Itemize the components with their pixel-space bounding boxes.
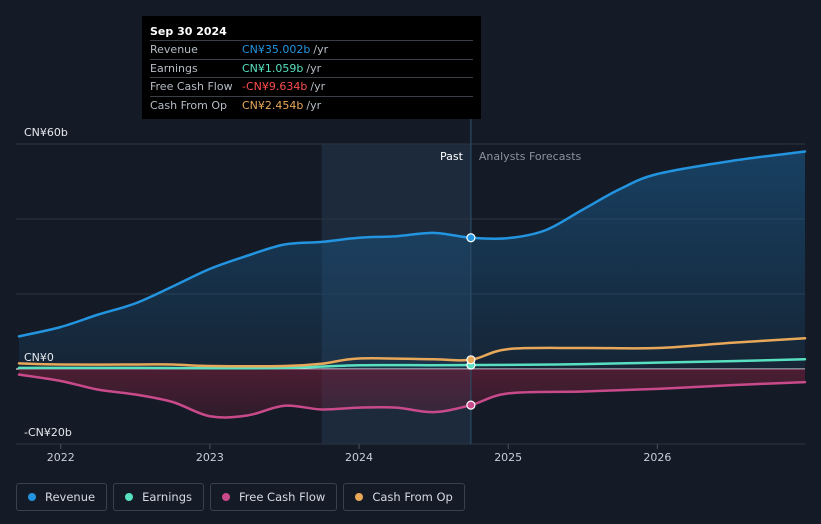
series-lines: [17, 150, 807, 419]
x-tick-label: 2022: [47, 451, 75, 464]
legend-item-free-cash-flow[interactable]: Free Cash Flow: [210, 483, 338, 511]
free-cash-flow-marker: [466, 400, 476, 410]
cash-from-op-line: [17, 337, 807, 368]
revenue-marker: [466, 233, 476, 243]
series-areas: [18, 151, 806, 418]
x-tick-label: 2026: [643, 451, 671, 464]
x-tick-label: 2023: [196, 451, 224, 464]
legend-dot-icon: [355, 493, 364, 501]
legend-item-revenue[interactable]: Revenue: [16, 483, 108, 511]
tooltip-row-revenue: Revenue CN¥35.002b /yr: [150, 40, 473, 59]
y-tick-label: CN¥0: [24, 351, 54, 364]
tooltip-value: CN¥1.059b: [242, 61, 304, 75]
tooltip-value: -CN¥9.634b: [242, 80, 308, 93]
tooltip-unit: /yr: [310, 80, 326, 93]
tooltip: Sep 30 2024 Revenue CN¥35.002b /yr Earni…: [142, 16, 481, 119]
past-label: Past: [440, 150, 464, 163]
free-cash-flow-area: [18, 369, 806, 418]
tooltip-label: Free Cash Flow: [150, 80, 233, 93]
tooltip-row-cash-from-op: Cash From Op CN¥2.454b /yr: [150, 95, 473, 115]
legend-item-cash-from-op[interactable]: Cash From Op: [343, 483, 465, 511]
legend: Revenue Earnings Free Cash Flow Cash Fro…: [16, 483, 471, 511]
axis-labels: CN¥60b CN¥0 -CN¥20b 2022 2023 2024 2025 2026 Pas…: [24, 126, 671, 464]
tooltip-row-earnings: Earnings CN¥1.059b /yr: [150, 58, 473, 78]
tooltip-unit: /yr: [306, 98, 322, 112]
legend-dot-icon: [125, 493, 134, 501]
y-tick-label: -CN¥20b: [24, 426, 72, 439]
tooltip-unit: /yr: [313, 43, 329, 56]
legend-item-earnings[interactable]: Earnings: [113, 483, 204, 511]
earnings-line: [17, 358, 807, 370]
legend-label: Cash From Op: [372, 490, 453, 504]
tooltip-value: CN¥2.454b: [242, 98, 304, 112]
tooltip-label: Earnings: [150, 61, 198, 75]
legend-label: Revenue: [45, 490, 96, 504]
free-cash-flow-line: [17, 373, 807, 419]
cash-from-op-marker: [466, 355, 476, 365]
tooltip-row-free-cash-flow: Free Cash Flow -CN¥9.634b /yr: [150, 77, 473, 96]
hover-markers: [466, 233, 476, 410]
tooltip-label: Cash From Op: [150, 98, 228, 112]
legend-dot-icon: [28, 493, 36, 501]
legend-dot-icon: [222, 493, 230, 501]
legend-label: Earnings: [142, 490, 192, 504]
tooltip-value: CN¥35.002b: [242, 43, 311, 56]
tooltip-label: Revenue: [150, 43, 198, 56]
legend-label: Free Cash Flow: [239, 490, 326, 504]
revenue-line: [17, 150, 807, 338]
y-tick-label: CN¥60b: [24, 126, 68, 139]
tooltip-date: Sep 30 2024: [150, 25, 227, 38]
forecast-label: Analysts Forecasts: [479, 150, 582, 163]
revenue-area: [18, 151, 806, 369]
x-tick-label: 2025: [494, 451, 522, 464]
x-tick-label: 2024: [345, 451, 373, 464]
tooltip-unit: /yr: [306, 61, 322, 75]
